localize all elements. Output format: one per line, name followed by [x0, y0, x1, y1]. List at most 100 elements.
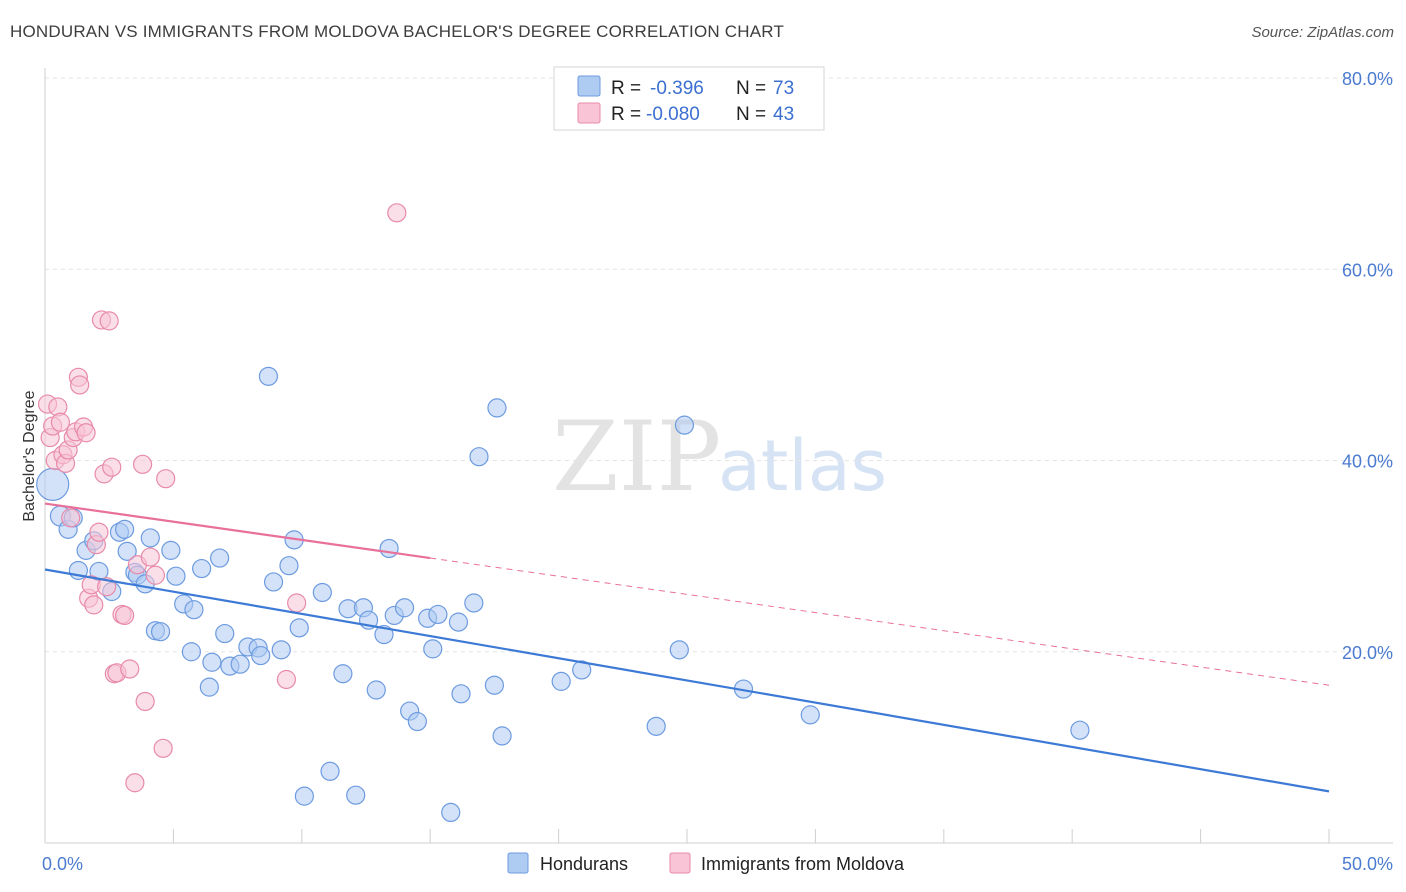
legend-n-label-hondurans: N =: [736, 78, 766, 99]
trendline-0: [44, 568, 1330, 793]
point-1-38: [156, 469, 176, 489]
point-0-34: [263, 572, 284, 592]
point-1-29: [115, 605, 135, 626]
bottom-legend-label-hondurans: Hondurans: [540, 854, 628, 874]
point-0-41: [320, 761, 340, 781]
y-tick-label-60: 60.0%: [1342, 260, 1393, 280]
point-0-35: [271, 640, 291, 660]
point-0-62: [484, 675, 504, 695]
point-0-44: [346, 785, 366, 805]
point-0-48: [374, 624, 394, 645]
point-0-51: [394, 598, 415, 618]
bottom-legend: Hondurans Immigrants from Moldova: [507, 852, 905, 874]
top-legend: R = -0.396 N = 73 R = -0.080 N = 43: [553, 66, 825, 131]
point-0-33: [258, 366, 279, 386]
point-0-29: [230, 654, 250, 674]
point-0-61: [469, 447, 489, 467]
point-0-18: [161, 540, 181, 560]
point-1-23: [97, 577, 117, 597]
point-0-72: [1070, 720, 1090, 740]
point-0-15: [140, 528, 160, 548]
point-0-40: [312, 582, 332, 603]
point-1-24: [99, 311, 119, 331]
legend-r-value-moldova: -0.080: [646, 104, 700, 125]
point-0-32: [251, 645, 271, 666]
trendline-1: [44, 502, 431, 560]
point-0-11: [117, 541, 137, 561]
point-0-10: [115, 519, 135, 539]
series-layer: [36, 203, 1330, 823]
trendline-extension-1: [430, 557, 1330, 686]
point-0-26: [210, 548, 230, 568]
point-0-24: [199, 677, 219, 697]
point-1-25: [102, 457, 122, 477]
point-1-41: [387, 203, 407, 223]
point-0-17: [150, 622, 171, 642]
watermark-zip: ZIP: [552, 401, 721, 513]
legend-swatch-hondurans: [577, 75, 601, 97]
point-0-71: [800, 705, 820, 725]
point-0-65: [551, 671, 571, 691]
series-1-points: [37, 203, 407, 793]
point-1-35: [140, 547, 160, 567]
point-0-64: [492, 726, 512, 746]
point-0-56: [428, 604, 448, 625]
point-0-63: [487, 398, 507, 418]
legend-r-label-moldova: R =: [611, 104, 641, 125]
legend-r-value-hondurans: -0.396: [650, 78, 704, 99]
point-0-27: [215, 623, 235, 644]
point-1-39: [276, 669, 296, 690]
point-0-19: [166, 566, 186, 586]
point-0-53: [407, 711, 427, 732]
point-0-67: [646, 716, 666, 736]
point-0-22: [184, 600, 204, 620]
point-0-55: [423, 639, 443, 659]
point-1-36: [145, 565, 166, 585]
bottom-legend-swatch-hondurans: [507, 852, 529, 874]
y-axis-title: Bachelor's Degree: [21, 390, 38, 521]
source-label: Source: ZipAtlas.com: [1251, 24, 1394, 41]
point-0-38: [289, 618, 309, 638]
point-0-59: [451, 684, 471, 704]
point-0-49: [379, 538, 399, 559]
point-0-66: [572, 660, 592, 680]
legend-n-label-moldova: N =: [736, 104, 766, 125]
point-1-20: [89, 522, 109, 542]
y-tick-label-20: 20.0%: [1342, 643, 1393, 663]
point-1-13: [70, 375, 90, 395]
point-0-25: [202, 652, 222, 672]
point-1-9: [61, 508, 81, 528]
point-0-39: [294, 786, 314, 806]
point-0-47: [366, 680, 386, 700]
point-1-40: [287, 593, 307, 613]
x-tick-marks: [44, 829, 1330, 843]
point-0-58: [448, 612, 469, 632]
watermark-atlas: atlas: [718, 425, 887, 507]
legend-n-value-hondurans: 73: [773, 78, 794, 99]
point-0-0: [36, 467, 70, 502]
bottom-legend-label-moldova: Immigrants from Moldova: [701, 854, 905, 874]
point-0-57: [441, 802, 461, 823]
point-1-5: [50, 412, 71, 432]
bottom-legend-swatch-moldova: [669, 852, 691, 874]
point-1-15: [76, 423, 96, 443]
y-tick-labels: 20.0% 40.0% 60.0% 80.0%: [1342, 69, 1393, 663]
point-1-34: [135, 691, 155, 712]
legend-swatch-moldova: [577, 102, 601, 124]
point-0-23: [192, 558, 212, 579]
point-1-18: [84, 595, 104, 615]
point-1-37: [153, 738, 173, 758]
point-0-60: [464, 593, 484, 613]
y-tick-label-40: 40.0%: [1342, 452, 1393, 472]
x-tick-label-min: 0.0%: [42, 854, 83, 874]
x-tick-label-max: 50.0%: [1342, 854, 1393, 874]
point-0-21: [181, 642, 201, 662]
point-0-42: [333, 664, 353, 684]
gridlines: [45, 77, 1393, 653]
point-0-36: [279, 556, 299, 576]
legend-n-value-moldova: 43: [773, 104, 794, 125]
point-0-68: [669, 640, 689, 660]
y-tick-label-80: 80.0%: [1342, 69, 1393, 89]
point-1-31: [125, 773, 145, 793]
